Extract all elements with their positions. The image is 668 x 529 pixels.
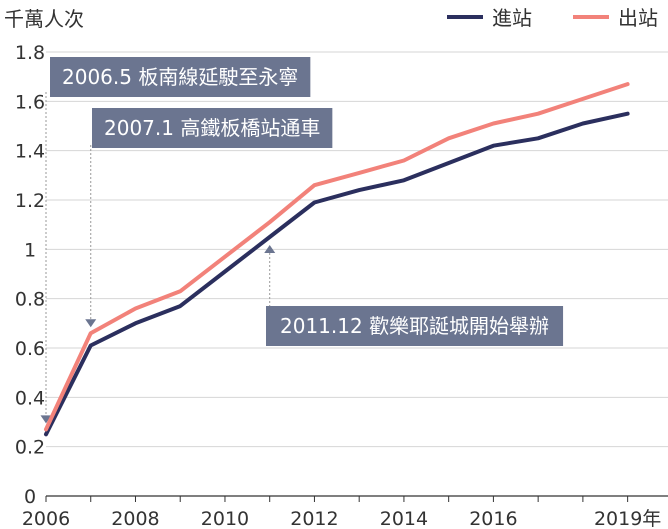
annotation-box: 2007.1 高鐵板橋站通車 — [92, 108, 333, 148]
series-line-entry — [44, 111, 630, 437]
annotation-label: 2007.1 高鐵板橋站通車 — [104, 116, 320, 140]
annotation-arrowhead — [40, 415, 52, 424]
annotation-label: 2006.5 板南線延駛至永寧 — [62, 65, 298, 89]
legend-label-exit: 出站 — [618, 6, 658, 30]
x-tick-label: 2012 — [290, 508, 338, 529]
gridlines — [46, 51, 668, 448]
axes: 0 0.2 0.4 0.6 0.8 1 1.2 1.4 1.6 1.8 2006 2008 2010 20… — [15, 42, 668, 529]
y-tick-label: 1.4 — [15, 141, 45, 163]
annotation-box: 2011.12 歡樂耶誕城開始舉辦 — [266, 306, 564, 346]
series-lines — [44, 82, 630, 437]
annotation-arrowhead — [264, 245, 276, 253]
legend-label-entry: 進站 — [492, 6, 532, 30]
series-line-exit — [44, 82, 630, 432]
x-tick-label: 2008 — [111, 508, 159, 529]
annotation-box-bg — [50, 57, 311, 97]
annotation-box-bg — [92, 108, 333, 148]
x-tick-label: 2019年 — [594, 508, 661, 529]
annotation-arrowhead — [85, 319, 97, 328]
y-tick-label: 0.2 — [15, 437, 45, 459]
x-tick-label: 2010 — [201, 508, 249, 529]
annotation-box: 2006.5 板南線延駛至永寧 — [50, 57, 311, 97]
y-tick-label: 1.2 — [15, 190, 45, 212]
legend: 進站 出站 — [447, 6, 658, 30]
x-tick-label: 2006 — [22, 508, 70, 529]
annotation-box-bg — [266, 306, 564, 346]
annotation-pointers — [40, 92, 276, 424]
y-tick-label: 0.8 — [15, 289, 45, 311]
y-tick-label: 1.6 — [15, 91, 45, 113]
y-tick-label: 0 — [24, 486, 36, 508]
x-tick-label: 2016 — [469, 508, 517, 529]
y-tick-label: 1.8 — [15, 42, 45, 64]
annotation-label: 2011.12 歡樂耶誕城開始舉辦 — [280, 314, 549, 338]
y-tick-label: 0.6 — [15, 338, 45, 360]
y-tick-label: 0.4 — [15, 387, 45, 409]
y-tick-label: 1 — [24, 239, 36, 261]
annotation-boxes: 2006.5 板南線延駛至永寧 2007.1 高鐵板橋站通車 2011.12 歡樂耶… — [50, 57, 564, 346]
y-axis-label: 千萬人次 — [4, 7, 84, 31]
x-tick-label: 2014 — [380, 508, 428, 529]
